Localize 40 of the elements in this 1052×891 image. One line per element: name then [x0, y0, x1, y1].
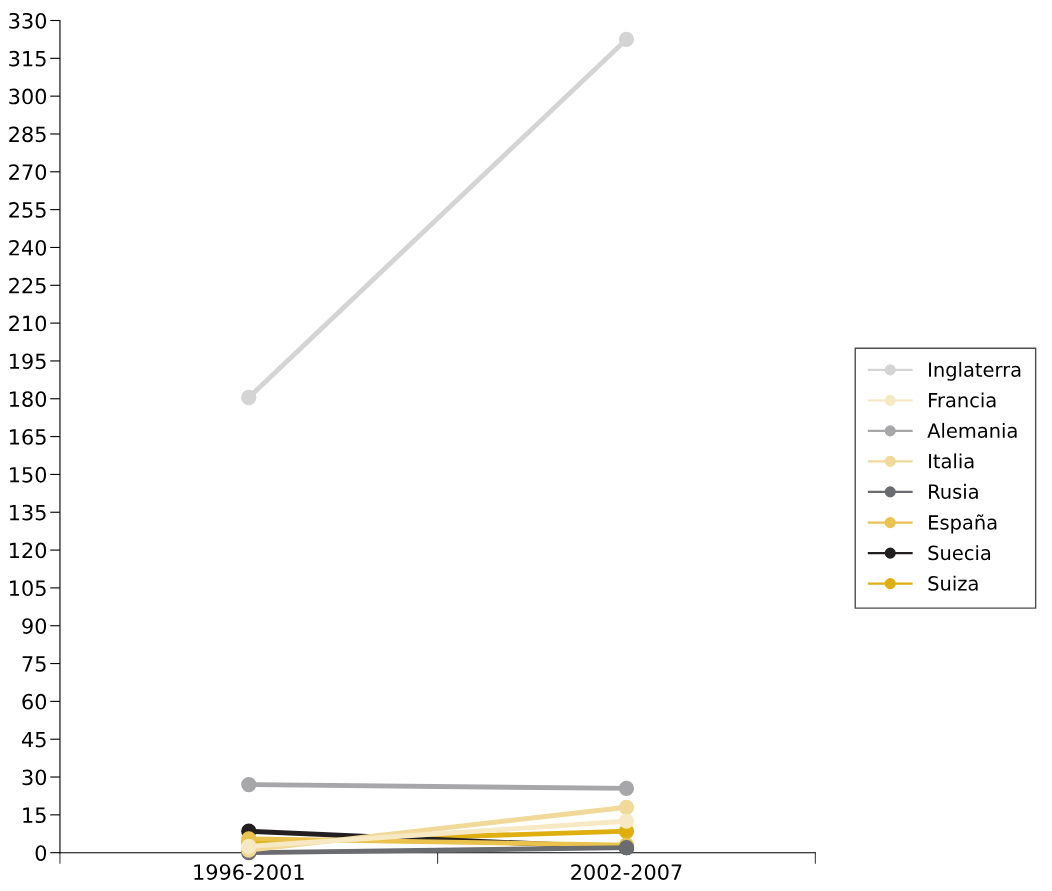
- legend-label: España: [929, 514, 997, 534]
- point: [241, 776, 257, 793]
- y-tick-label: 60: [22, 693, 47, 710]
- y-tick-label: 105: [9, 580, 46, 597]
- y-tick-label: 30: [22, 769, 47, 786]
- point: [618, 31, 635, 48]
- y-tick-label: 315: [9, 50, 46, 67]
- point: [241, 838, 257, 855]
- x-tick-label: 1996-2001: [194, 864, 304, 880]
- legend-label: Francia: [929, 392, 996, 408]
- y-tick-label: 45: [21, 731, 46, 748]
- y-tick-label: 225: [9, 277, 46, 294]
- point: [241, 389, 257, 406]
- y-tick-label: 90: [22, 618, 47, 634]
- legend-label: Italia: [929, 453, 974, 469]
- y-tick-label: 240: [9, 239, 47, 256]
- y-tick-label: 195: [9, 353, 46, 370]
- y-tick-label: 150: [9, 466, 47, 483]
- legend-label: Inglaterra: [929, 361, 1021, 381]
- y-tick-label: 135: [9, 504, 46, 521]
- legend-label: Alemania: [927, 422, 1017, 438]
- y-tick-label: 210: [9, 315, 47, 332]
- y-tick-label: 15: [23, 807, 46, 824]
- y-tick-label: 300: [9, 88, 47, 105]
- y-tick-label: 0: [35, 845, 47, 861]
- y-tick-label: 285: [9, 126, 46, 143]
- legend-label: Rusia: [929, 483, 978, 499]
- y-tick-label: 120: [9, 542, 47, 559]
- legend-label: Suecia: [928, 545, 991, 561]
- y-tick-label: 75: [22, 656, 46, 672]
- y-tick-label: 165: [9, 429, 46, 445]
- point: [618, 813, 635, 829]
- y-tick-label: 270: [9, 164, 47, 181]
- y-tick-label: 330: [9, 12, 47, 29]
- y-tick-label: 255: [9, 202, 46, 218]
- point: [618, 799, 635, 815]
- x-tick-label: 2002-2007: [571, 864, 682, 880]
- point: [618, 780, 635, 797]
- legend-label: Suiza: [928, 575, 978, 591]
- y-tick-label: 180: [9, 391, 47, 407]
